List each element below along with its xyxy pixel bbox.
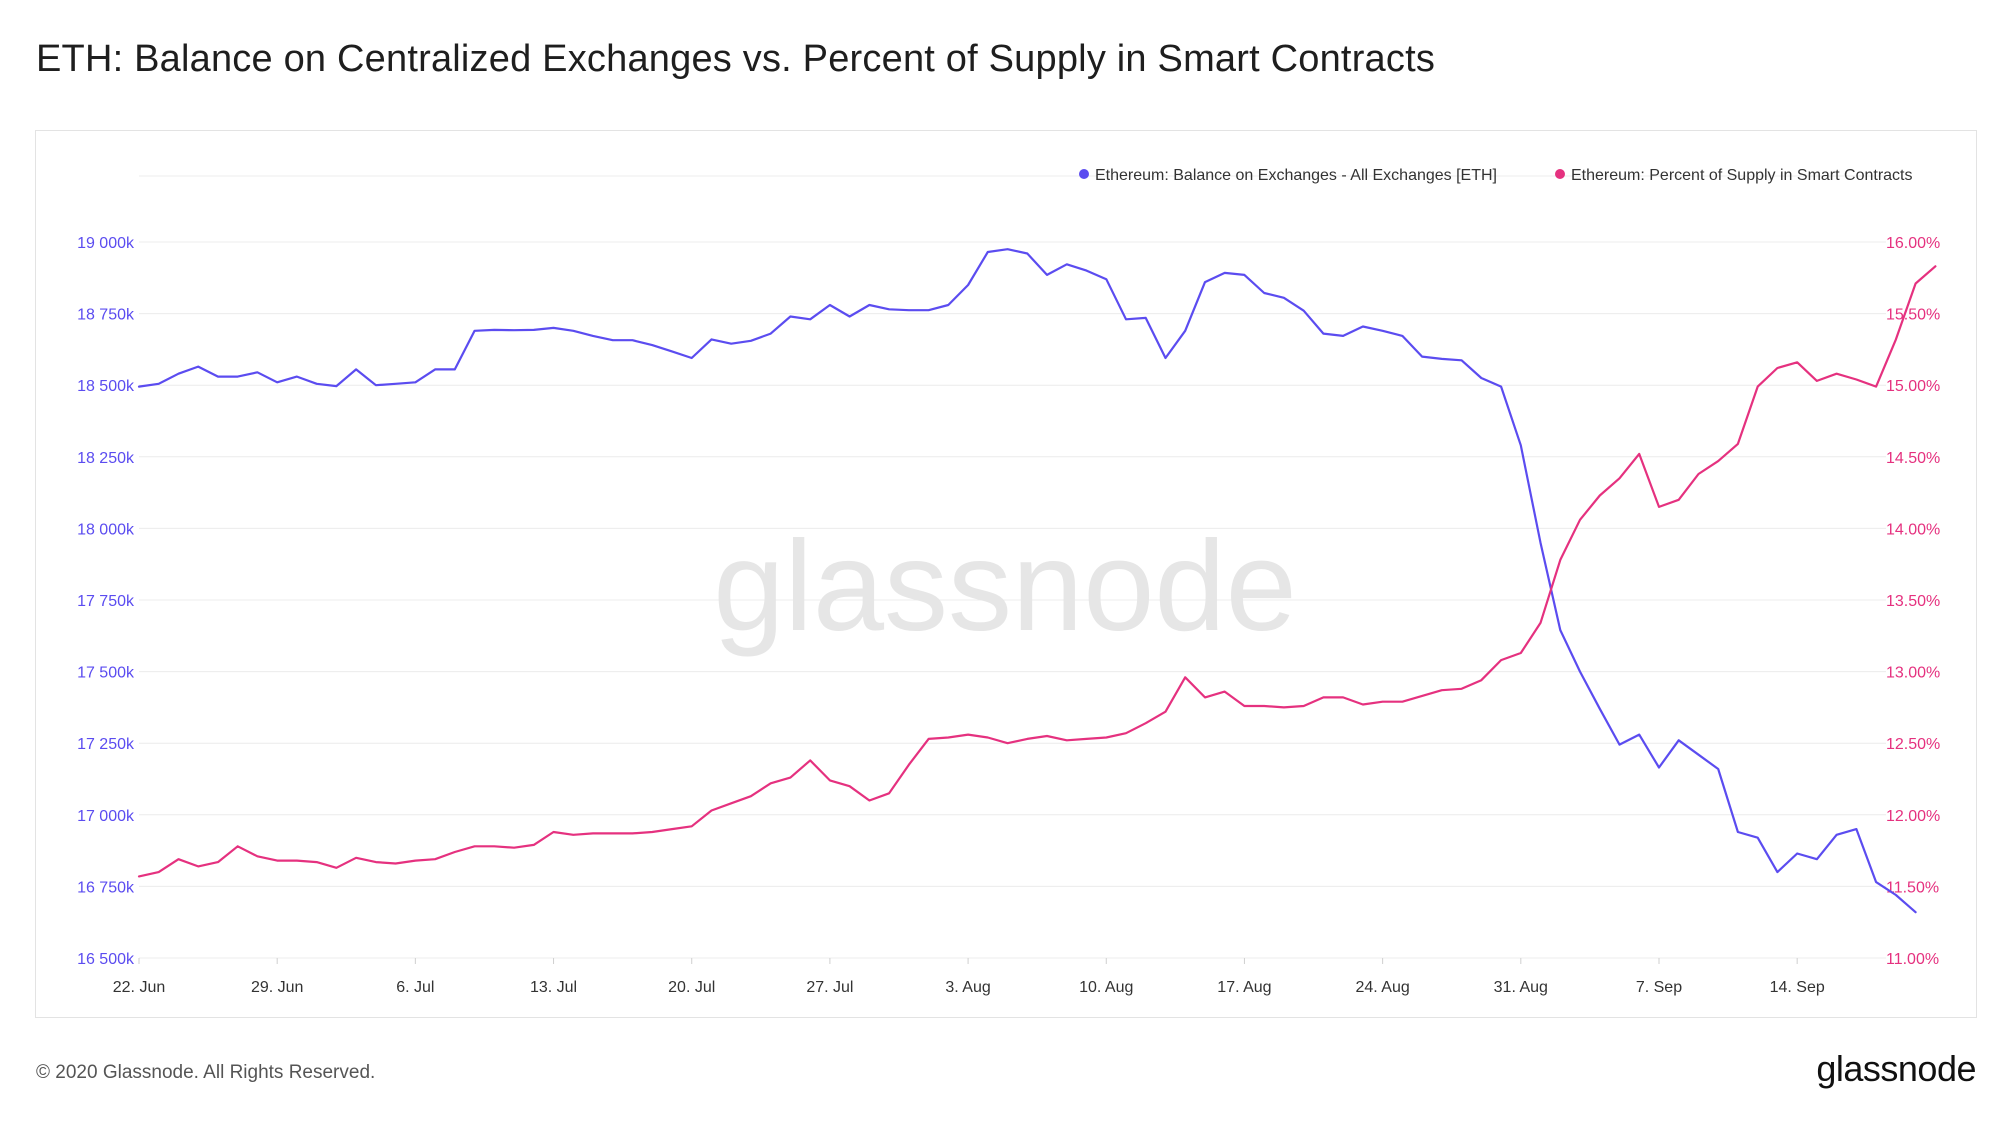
- legend: Ethereum: Balance on Exchanges - All Exc…: [1079, 167, 1912, 184]
- legend-marker-balance: [1079, 169, 1089, 179]
- x-axis-tick-label: 6. Jul: [396, 979, 434, 996]
- x-axis-tick-label: 20. Jul: [668, 979, 715, 996]
- right-axis-tick-label: 12.50%: [1886, 736, 1940, 753]
- x-axis-tick-label: 24. Aug: [1355, 979, 1409, 996]
- right-axis-tick-label: 15.00%: [1886, 378, 1940, 395]
- x-axis-tick-label: 27. Jul: [806, 979, 853, 996]
- gridlines: [139, 175, 1886, 959]
- series-line-percent: [137, 265, 1937, 878]
- right-axis-tick-label: 14.00%: [1886, 521, 1940, 538]
- footer-copyright: © 2020 Glassnode. All Rights Reserved.: [36, 1062, 376, 1083]
- right-axis-tick-label: 13.50%: [1886, 593, 1940, 610]
- chart-frame: [35, 130, 1977, 1018]
- x-axis-tick-label: 31. Aug: [1494, 979, 1548, 996]
- watermark: glassnode: [713, 515, 1297, 658]
- left-axis-tick-label: 17 750k: [77, 593, 135, 610]
- legend-marker-percent: [1555, 169, 1565, 179]
- x-axis-tick-label: 17. Aug: [1217, 979, 1271, 996]
- left-axis-tick-label: 17 000k: [77, 808, 135, 825]
- legend-label-balance: Ethereum: Balance on Exchanges - All Exc…: [1095, 167, 1497, 184]
- right-axis-tick-label: 13.00%: [1886, 665, 1940, 682]
- right-axis-tick-label: 11.00%: [1886, 951, 1939, 968]
- left-axis-tick-label: 16 750k: [77, 879, 135, 896]
- left-axis-tick-label: 17 500k: [77, 665, 135, 682]
- left-axis-tick-label: 18 500k: [77, 378, 135, 395]
- left-axis-tick-label: 18 750k: [77, 307, 135, 324]
- right-axis-tick-label: 11.50%: [1886, 879, 1939, 896]
- chart-title: ETH: Balance on Centralized Exchanges vs…: [36, 38, 1436, 80]
- x-axis-tick-label: 22. Jun: [113, 979, 165, 996]
- right-axis-tick-label: 16.00%: [1886, 235, 1940, 252]
- x-axis-tick-label: 10. Aug: [1079, 979, 1133, 996]
- series-line-balance: [137, 248, 1917, 914]
- left-axis-tick-label: 18 000k: [77, 521, 135, 538]
- x-axis-tick-label: 13. Jul: [530, 979, 577, 996]
- legend-item-percent[interactable]: Ethereum: Percent of Supply in Smart Con…: [1555, 167, 1912, 184]
- left-axis-tick-label: 18 250k: [77, 450, 135, 467]
- right-axis-tick-label: 12.00%: [1886, 808, 1940, 825]
- right-axis-tick-label: 14.50%: [1886, 450, 1940, 467]
- x-axis-tick-label: 7. Sep: [1636, 979, 1682, 996]
- x-axis-tick-label: 14. Sep: [1770, 979, 1825, 996]
- legend-item-balance[interactable]: Ethereum: Balance on Exchanges - All Exc…: [1079, 167, 1497, 184]
- left-axis-tick-label: 17 250k: [77, 736, 135, 753]
- left-axis-tick-label: 16 500k: [77, 951, 135, 968]
- x-axis: 22. Jun 29. Jun 6. Jul 13. Jul 20. Jul 27. Ju…: [113, 958, 1825, 996]
- x-axis-tick-label: 3. Aug: [945, 979, 990, 996]
- left-axis-tick-label: 19 000k: [77, 235, 135, 252]
- legend-label-percent: Ethereum: Percent of Supply in Smart Con…: [1571, 167, 1912, 184]
- right-axis-tick-label: 15.50%: [1886, 307, 1940, 324]
- glassnode-logo[interactable]: glassnode: [1816, 1048, 1976, 1089]
- right-axis: 11.00% 11.50% 12.00% 12.50% 13.00% 13.50% 14.0…: [1886, 235, 1940, 968]
- x-axis-tick-label: 29. Jun: [251, 979, 303, 996]
- left-axis: 16 500k 16 750k 17 000k 17 250k 17 500k 17 75…: [77, 235, 135, 968]
